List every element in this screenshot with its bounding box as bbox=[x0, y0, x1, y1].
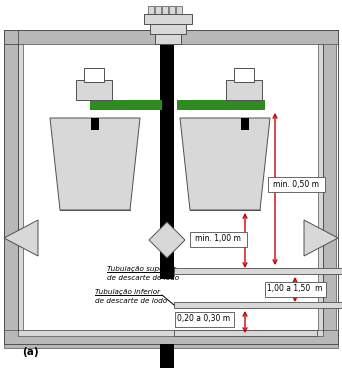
Text: Tubulação inferior: Tubulação inferior bbox=[95, 289, 160, 295]
Bar bbox=[169, 6, 175, 14]
Text: de descarte de lodo: de descarte de lodo bbox=[107, 275, 179, 281]
Bar bbox=[91, 118, 99, 130]
Bar bbox=[4, 30, 18, 340]
Bar bbox=[90, 100, 162, 110]
Bar bbox=[4, 30, 18, 44]
Bar bbox=[84, 68, 104, 82]
Text: 1,00 a 1,50  m: 1,00 a 1,50 m bbox=[267, 284, 323, 294]
Bar bbox=[162, 6, 168, 14]
Bar bbox=[148, 6, 154, 14]
Text: Tubulação superior: Tubulação superior bbox=[107, 266, 176, 272]
Text: 0,20 a 0,30 m: 0,20 a 0,30 m bbox=[177, 315, 231, 323]
Bar bbox=[4, 330, 338, 348]
FancyBboxPatch shape bbox=[174, 311, 234, 326]
Text: min. 1,00 m: min. 1,00 m bbox=[195, 234, 241, 244]
Text: min. 0,50 m: min. 0,50 m bbox=[273, 180, 319, 188]
Bar bbox=[76, 80, 112, 100]
Bar bbox=[177, 100, 265, 110]
Bar bbox=[150, 24, 186, 34]
Text: (a): (a) bbox=[22, 347, 39, 357]
Bar bbox=[226, 80, 262, 100]
Polygon shape bbox=[50, 118, 140, 210]
Text: de descarte de lodo: de descarte de lodo bbox=[95, 298, 167, 304]
Bar bbox=[4, 30, 338, 44]
Bar bbox=[155, 34, 181, 44]
Bar bbox=[176, 6, 182, 14]
Bar bbox=[160, 344, 174, 368]
Polygon shape bbox=[304, 220, 338, 256]
Bar bbox=[18, 330, 323, 336]
Bar bbox=[174, 268, 342, 274]
Polygon shape bbox=[149, 222, 185, 258]
Bar bbox=[234, 68, 254, 82]
Bar bbox=[241, 118, 249, 130]
Polygon shape bbox=[180, 118, 270, 210]
Polygon shape bbox=[4, 220, 38, 256]
FancyBboxPatch shape bbox=[189, 231, 247, 247]
Bar bbox=[160, 44, 174, 279]
Bar bbox=[144, 14, 192, 24]
Bar bbox=[174, 330, 317, 336]
Bar bbox=[174, 302, 342, 308]
Bar bbox=[18, 44, 23, 331]
FancyBboxPatch shape bbox=[267, 177, 325, 191]
Bar bbox=[155, 6, 161, 14]
Bar bbox=[322, 30, 336, 340]
FancyBboxPatch shape bbox=[264, 282, 326, 297]
Bar bbox=[318, 44, 323, 331]
